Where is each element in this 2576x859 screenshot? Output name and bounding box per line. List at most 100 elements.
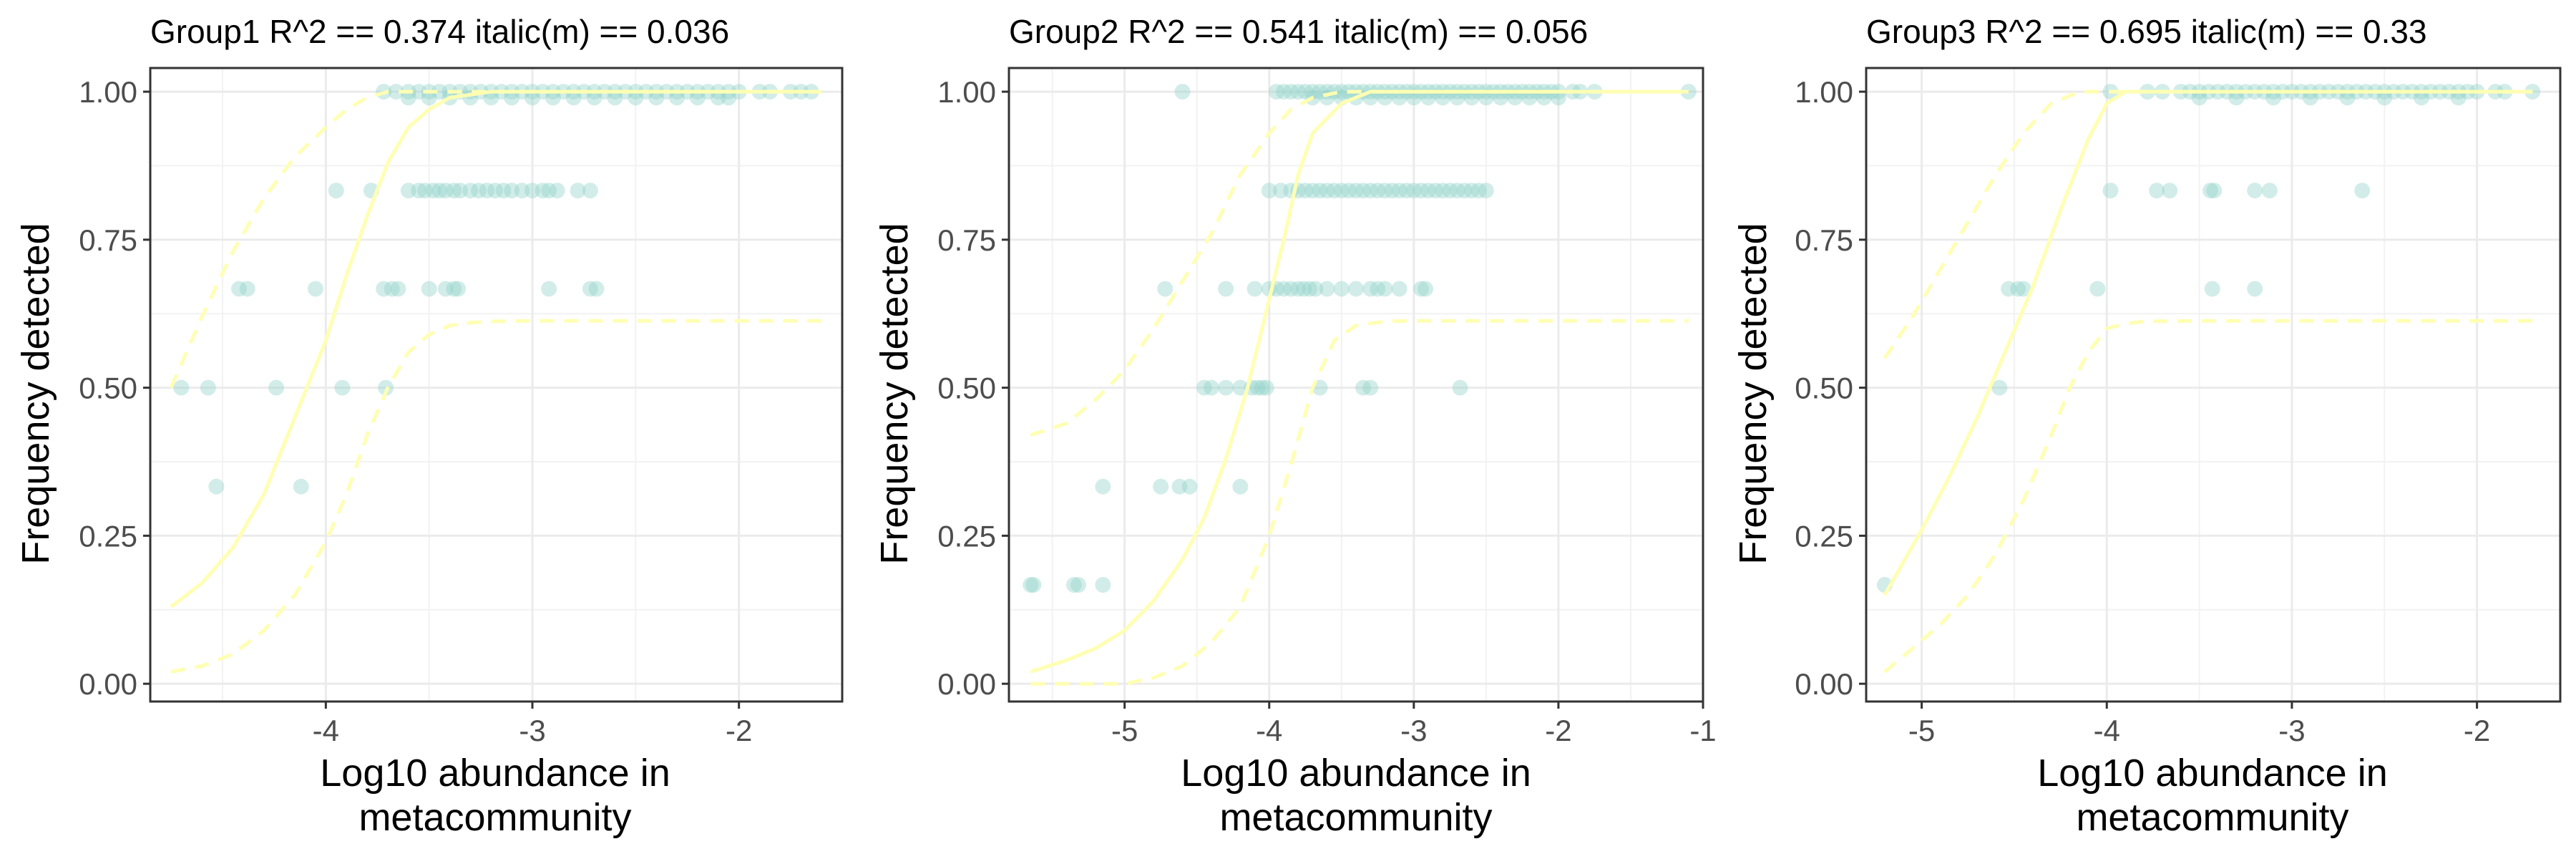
data-point bbox=[400, 89, 416, 106]
data-point bbox=[525, 89, 541, 106]
ci-upper-line bbox=[169, 89, 822, 389]
data-point bbox=[1272, 183, 1289, 199]
data-point bbox=[2354, 183, 2371, 199]
data-point bbox=[1478, 89, 1494, 106]
data-point bbox=[1312, 183, 1328, 199]
y-tick-label: 1.00 bbox=[79, 75, 137, 109]
data-point bbox=[421, 89, 437, 106]
data-point bbox=[1153, 478, 1169, 495]
data-point bbox=[450, 281, 467, 297]
y-tick-label: 0.75 bbox=[1795, 223, 1853, 257]
data-point bbox=[1065, 577, 1082, 593]
data-point bbox=[479, 183, 495, 199]
data-point bbox=[1333, 183, 1350, 199]
data-point bbox=[1493, 89, 1509, 106]
data-point bbox=[2261, 183, 2278, 199]
plot-marks bbox=[169, 84, 822, 674]
data-point bbox=[669, 89, 686, 106]
data-point bbox=[1449, 183, 1465, 199]
data-point bbox=[607, 89, 623, 106]
data-point bbox=[1370, 281, 1386, 297]
y-axis-title: Frequency detected bbox=[1732, 223, 1775, 564]
data-point bbox=[470, 183, 487, 199]
data-point bbox=[2149, 183, 2165, 199]
data-point bbox=[1377, 281, 1393, 297]
data-point bbox=[2339, 89, 2356, 106]
data-point bbox=[1174, 84, 1191, 100]
data-point bbox=[1384, 183, 1400, 199]
x-tick-label: -5 bbox=[1111, 714, 1138, 747]
data-point bbox=[2265, 89, 2282, 106]
panel-title: Group2 R^2 == 0.541 italic(m) == 0.056 bbox=[1009, 13, 1588, 50]
data-point bbox=[1362, 281, 1379, 297]
data-point bbox=[1362, 183, 1379, 199]
data-point bbox=[1319, 183, 1335, 199]
data-point bbox=[1258, 379, 1274, 396]
data-point bbox=[1171, 478, 1188, 495]
data-point bbox=[1333, 84, 1350, 100]
y-tick-label: 0.00 bbox=[79, 667, 137, 701]
data-point bbox=[1470, 183, 1487, 199]
data-point bbox=[1157, 281, 1174, 297]
data-point bbox=[390, 281, 406, 297]
data-point bbox=[411, 183, 427, 199]
data-point bbox=[504, 183, 520, 199]
data-point bbox=[388, 84, 404, 100]
data-point bbox=[1391, 281, 1407, 297]
data-point bbox=[2450, 89, 2467, 106]
data-point bbox=[1536, 89, 1552, 106]
data-point bbox=[545, 89, 561, 106]
data-point bbox=[1463, 89, 1480, 106]
data-point bbox=[416, 183, 433, 199]
panel-title: Group3 R^2 == 0.695 italic(m) == 0.33 bbox=[1866, 13, 2427, 50]
data-point bbox=[549, 183, 565, 199]
data-point bbox=[1456, 183, 1473, 199]
data-point bbox=[1246, 281, 1263, 297]
data-point bbox=[1377, 89, 1393, 106]
data-point bbox=[334, 379, 351, 396]
data-point bbox=[1283, 281, 1299, 297]
data-point bbox=[328, 183, 344, 199]
data-point bbox=[231, 281, 248, 297]
data-point bbox=[1023, 577, 1039, 593]
data-point bbox=[431, 183, 448, 199]
data-point bbox=[1463, 183, 1480, 199]
data-point bbox=[570, 183, 586, 199]
data-point bbox=[582, 183, 598, 199]
data-point bbox=[1275, 84, 1292, 100]
data-point bbox=[1249, 379, 1266, 396]
data-point bbox=[1362, 379, 1379, 396]
data-point bbox=[1405, 89, 1422, 106]
data-point bbox=[1413, 183, 1429, 199]
data-point bbox=[2001, 281, 2017, 297]
data-point bbox=[268, 379, 285, 396]
data-point bbox=[1290, 84, 1307, 100]
data-point bbox=[565, 89, 582, 106]
data-point bbox=[1218, 379, 1234, 396]
chart-panel-3: Group3 R^2 == 0.695 italic(m) == 0.33 0.… bbox=[1732, 13, 2562, 839]
x-axis-title-line-1: Log10 abundance in bbox=[320, 752, 670, 795]
data-point bbox=[1428, 183, 1444, 199]
data-point bbox=[1420, 89, 1437, 106]
data-point bbox=[1326, 183, 1342, 199]
data-point bbox=[452, 183, 468, 199]
data-point bbox=[2302, 89, 2318, 106]
data-point bbox=[431, 84, 448, 100]
fitted-line bbox=[170, 89, 822, 608]
data-point bbox=[1095, 478, 1111, 495]
data-point bbox=[208, 478, 225, 495]
data-point bbox=[710, 89, 726, 106]
data-point bbox=[1307, 281, 1324, 297]
y-tick-label: 0.25 bbox=[937, 519, 996, 553]
data-point bbox=[1296, 281, 1312, 297]
data-point bbox=[384, 281, 400, 297]
y-axis-title: Frequency detected bbox=[14, 223, 57, 564]
data-point bbox=[588, 281, 605, 297]
data-point bbox=[689, 89, 706, 106]
x-tick-label: -1 bbox=[1689, 714, 1716, 747]
data-point bbox=[1297, 84, 1314, 100]
plot-marks bbox=[1023, 84, 1697, 686]
data-point bbox=[1355, 183, 1372, 199]
data-point bbox=[1203, 379, 1219, 396]
data-point bbox=[2191, 89, 2207, 106]
